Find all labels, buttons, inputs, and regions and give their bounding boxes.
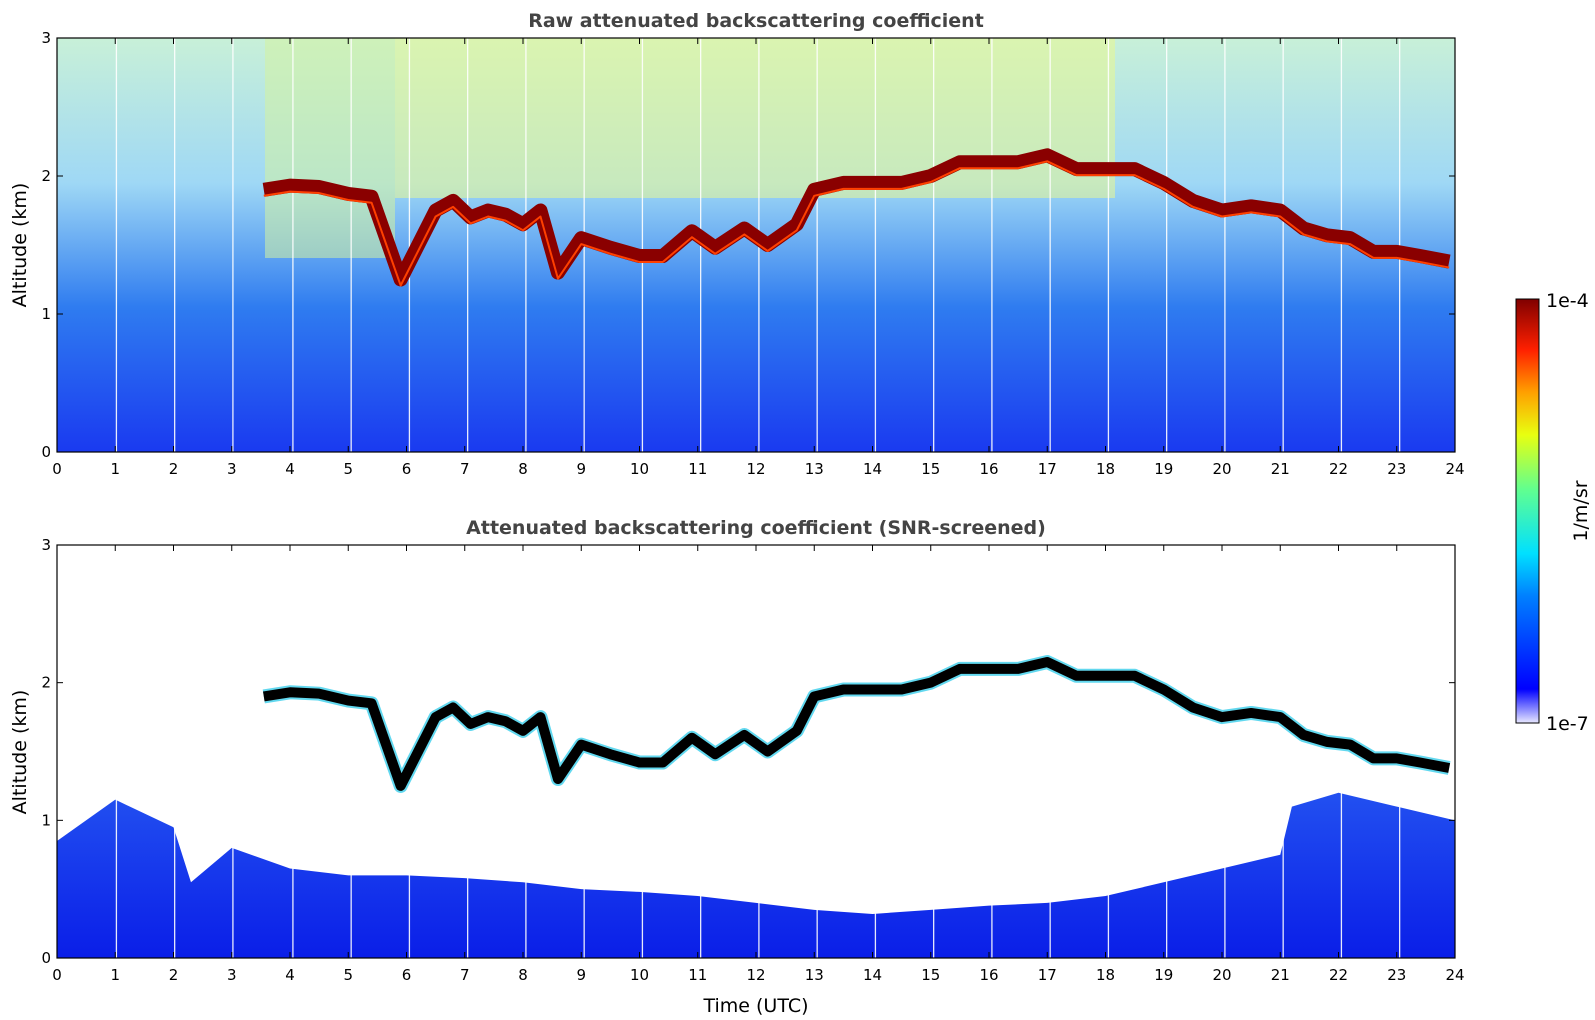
x-tick-label: 15 [921, 460, 940, 478]
x-tick-label: 12 [746, 966, 765, 984]
y-tick-label: 0 [41, 443, 51, 461]
y-axis-screened: 0 1 2 3 [41, 536, 1455, 967]
cloud-layer-raw-edge [263, 160, 1450, 287]
x-tick-label: 22 [1329, 966, 1348, 984]
x-tick-label: 12 [746, 460, 765, 478]
x-tick-label: 3 [227, 966, 237, 984]
x-tick-label: 15 [921, 966, 940, 984]
x-tick-label: 16 [979, 966, 998, 984]
x-tick-label: 5 [343, 460, 353, 478]
cloud-layer-raw [262, 148, 1451, 287]
ylabel-raw: Altitude (km) [9, 183, 31, 308]
daylight-noise-b [395, 38, 1115, 198]
x-tick-label: 22 [1329, 460, 1348, 478]
x-tick-label: 21 [1271, 460, 1290, 478]
x-tick-label: 2 [169, 966, 179, 984]
x-tick-label: 8 [518, 966, 528, 984]
x-tick-label: 4 [285, 966, 295, 984]
x-tick-label: 4 [285, 460, 295, 478]
x-tick-label: 6 [402, 460, 412, 478]
y-axis-raw: 0 1 2 3 [41, 29, 1455, 461]
x-tick-label: 11 [688, 966, 707, 984]
colorbar-units-label: 1/m/sr [1570, 480, 1592, 541]
x-tick-label: 7 [460, 966, 470, 984]
y-tick-label: 1 [41, 305, 51, 323]
x-tick-label: 19 [1154, 966, 1173, 984]
heatmap-screened [57, 545, 1455, 958]
cloud-layer-screened [263, 657, 1451, 791]
x-tick-label: 5 [343, 966, 353, 984]
x-tick-label: 16 [979, 460, 998, 478]
x-tick-label: 20 [1212, 460, 1231, 478]
y-tick-label: 3 [41, 536, 51, 554]
x-tick-label: 14 [863, 966, 882, 984]
x-axis-screened: 0 1 2 3 4 5 6 7 8 9 10 11 12 13 14 15 16 17 18 19 20 21 22 23 24 [52, 545, 1465, 984]
x-tick-label: 2 [169, 460, 179, 478]
x-tick-label: 23 [1387, 966, 1406, 984]
x-tick-label: 17 [1038, 966, 1057, 984]
x-tick-label: 0 [52, 460, 62, 478]
x-tick-label: 18 [1096, 460, 1115, 478]
x-tick-label: 13 [805, 966, 824, 984]
x-tick-label: 19 [1154, 460, 1173, 478]
y-tick-label: 2 [41, 167, 51, 185]
y-tick-label: 0 [41, 949, 51, 967]
x-tick-label: 9 [576, 460, 586, 478]
ylabel-screened: Altitude (km) [9, 690, 31, 815]
title-screened: Attenuated backscattering coefficient (S… [466, 517, 1046, 539]
x-tick-label: 3 [227, 460, 237, 478]
colorbar: 1e-4 1e-7 1/m/sr [1515, 290, 1592, 735]
x-tick-label: 7 [460, 460, 470, 478]
panel-screened: Attenuated backscattering coefficient (S… [9, 517, 1465, 1017]
x-tick-label: 24 [1445, 460, 1464, 478]
y-tick-label: 3 [41, 29, 51, 47]
xlabel-time: Time (UTC) [702, 995, 808, 1017]
colorbar-gradient [1515, 298, 1540, 724]
x-tick-label: 24 [1445, 966, 1464, 984]
panel-raw: Raw attenuated backscattering coefficien… [9, 10, 1465, 478]
x-tick-label: 14 [863, 460, 882, 478]
x-tick-label: 23 [1387, 460, 1406, 478]
title-raw: Raw attenuated backscattering coefficien… [528, 10, 984, 32]
x-tick-label: 18 [1096, 966, 1115, 984]
y-tick-label: 2 [41, 674, 51, 692]
x-tick-label: 10 [630, 966, 649, 984]
x-tick-label: 21 [1271, 966, 1290, 984]
x-tick-label: 13 [805, 460, 824, 478]
x-tick-label: 9 [576, 966, 586, 984]
x-tick-label: 10 [630, 460, 649, 478]
x-tick-label: 1 [110, 966, 120, 984]
x-tick-label: 8 [518, 460, 528, 478]
x-tick-label: 0 [52, 966, 62, 984]
x-tick-label: 6 [402, 966, 412, 984]
heatmap-raw [57, 38, 1455, 452]
x-tick-label: 11 [688, 460, 707, 478]
x-tick-label: 20 [1212, 966, 1231, 984]
x-tick-label: 17 [1038, 460, 1057, 478]
gap-lines-screened [115, 545, 1401, 958]
colorbar-min-label: 1e-7 [1546, 713, 1589, 735]
x-axis-raw: 0 1 2 3 4 5 6 7 8 9 10 11 12 13 14 15 16 17 18 19 20 21 22 23 24 [52, 38, 1465, 478]
aerosol-layer-screened [57, 792, 1455, 958]
y-tick-label: 1 [41, 811, 51, 829]
colorbar-max-label: 1e-4 [1546, 290, 1589, 312]
x-tick-label: 1 [110, 460, 120, 478]
